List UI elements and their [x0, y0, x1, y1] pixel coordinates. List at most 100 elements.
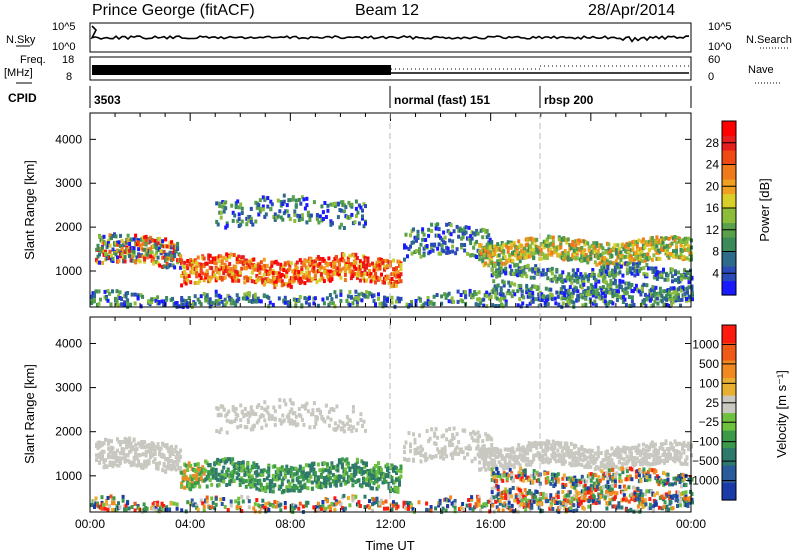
echo-cell — [399, 262, 403, 267]
echo-cell — [128, 249, 132, 254]
echo-cell — [571, 463, 575, 468]
echo-cell — [539, 256, 543, 261]
echo-cell — [396, 485, 400, 490]
echo-cell — [220, 299, 224, 304]
echo-cell — [652, 275, 656, 280]
colorbar-swatch — [722, 251, 736, 267]
echo-cell — [571, 268, 575, 273]
echo-cell — [479, 450, 483, 455]
echo-cell — [574, 286, 578, 291]
echo-cell — [108, 249, 112, 254]
echo-cell — [202, 278, 206, 283]
echo-cell — [179, 466, 183, 471]
echo-cell — [276, 261, 280, 266]
echo-cell — [342, 258, 346, 263]
echo-cell — [300, 417, 304, 422]
echo-cell — [150, 300, 154, 304]
echo-cell — [360, 459, 364, 464]
echo-cell — [556, 294, 560, 299]
echo-cell — [111, 247, 115, 252]
echo-cell — [502, 249, 506, 254]
echo-cell — [553, 482, 557, 487]
echo-cell — [143, 440, 147, 445]
echo-cell — [597, 279, 601, 284]
echo-cell — [310, 486, 314, 491]
echo-cell — [343, 272, 347, 277]
echo-cell — [255, 420, 259, 425]
echo-cell — [490, 443, 494, 447]
echo-cell — [416, 451, 420, 455]
echo-cell — [116, 448, 119, 453]
echo-cell — [603, 294, 607, 299]
echo-cell — [343, 278, 347, 282]
echo-cell — [267, 416, 271, 421]
echo-cell — [688, 446, 692, 451]
echo-cell — [555, 290, 559, 295]
echo-cell — [187, 296, 191, 300]
echo-cell — [262, 478, 266, 482]
echo-cell — [180, 470, 184, 475]
echo-cell — [607, 247, 611, 252]
echo-cell — [348, 424, 352, 429]
echo-cell — [488, 292, 492, 297]
echo-cell — [396, 296, 400, 301]
echo-cell — [282, 264, 286, 269]
echo-cell — [457, 440, 461, 445]
echo-cell — [267, 473, 271, 478]
echo-cell — [254, 412, 258, 417]
echo-cell — [181, 298, 185, 303]
echo-cell — [513, 292, 517, 297]
echo-cell — [505, 476, 509, 481]
echo-cell — [340, 464, 344, 469]
echo-cell — [282, 489, 286, 494]
echo-cell — [539, 453, 543, 458]
echo-cell — [341, 200, 345, 205]
echo-cell — [677, 270, 680, 275]
echo-cell — [282, 199, 286, 204]
echo-cell — [298, 276, 302, 281]
echo-cell — [569, 292, 573, 297]
echo-cell — [510, 473, 514, 478]
echo-cell — [564, 483, 568, 488]
echo-cell — [243, 407, 247, 411]
echo-cell — [537, 477, 541, 482]
echo-cell — [505, 291, 509, 296]
echo-cell — [425, 456, 429, 461]
echo-cell — [519, 270, 523, 274]
echo-cell — [616, 454, 620, 459]
echo-cell — [336, 215, 340, 220]
power-colorbar-label: Power [dB] — [757, 178, 772, 242]
power-y-axis-label: Slant Range [km] — [22, 160, 37, 260]
echo-cell — [337, 478, 341, 483]
echo-cell — [282, 268, 286, 272]
echo-cell — [246, 461, 250, 466]
echo-cell — [122, 243, 126, 248]
echo-cell — [456, 299, 460, 304]
echo-cell — [189, 258, 193, 262]
echo-cell — [331, 479, 335, 484]
echo-cell — [640, 449, 644, 454]
y-tick-label: 3000 — [55, 176, 82, 190]
echo-cell — [285, 274, 289, 279]
echo-cell — [470, 236, 474, 241]
echo-cell — [312, 269, 316, 274]
echo-cell — [588, 297, 592, 302]
echo-cell — [111, 256, 115, 261]
echo-cell — [102, 460, 106, 465]
echo-cell — [241, 478, 245, 483]
echo-cell — [288, 304, 292, 308]
echo-cell — [552, 276, 556, 281]
echo-cell — [557, 302, 561, 307]
echo-cell — [652, 458, 656, 462]
echo-cell — [683, 268, 686, 273]
echo-cell — [278, 404, 282, 409]
echo-cell — [675, 252, 678, 257]
echo-cell — [318, 256, 322, 261]
echo-cell — [189, 487, 193, 492]
echo-cell — [124, 294, 128, 299]
echo-cell — [517, 473, 521, 478]
echo-cell — [231, 218, 235, 223]
echo-cell — [334, 483, 338, 488]
echo-cell — [371, 274, 374, 279]
echo-cell — [285, 485, 289, 490]
